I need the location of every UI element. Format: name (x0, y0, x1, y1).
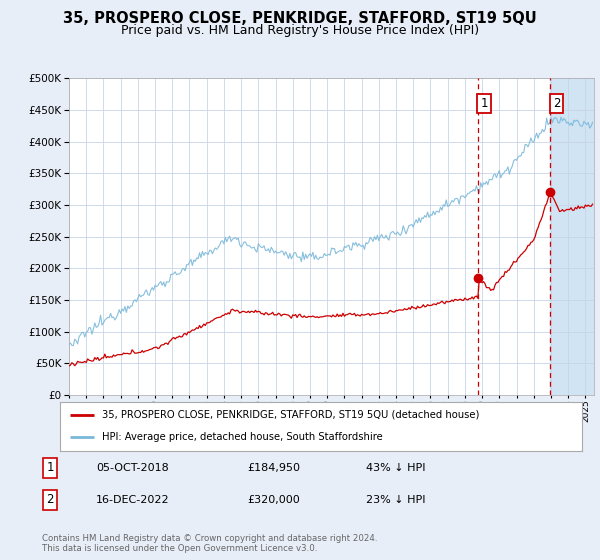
Text: 2: 2 (46, 493, 54, 506)
Text: Price paid vs. HM Land Registry's House Price Index (HPI): Price paid vs. HM Land Registry's House … (121, 24, 479, 36)
Text: 1: 1 (481, 97, 488, 110)
Text: 43% ↓ HPI: 43% ↓ HPI (366, 463, 425, 473)
Text: 2: 2 (553, 97, 560, 110)
Text: 05-OCT-2018: 05-OCT-2018 (96, 463, 169, 473)
Text: £184,950: £184,950 (247, 463, 300, 473)
Text: 1: 1 (46, 461, 54, 474)
Text: 35, PROSPERO CLOSE, PENKRIDGE, STAFFORD, ST19 5QU: 35, PROSPERO CLOSE, PENKRIDGE, STAFFORD,… (63, 11, 537, 26)
Text: 16-DEC-2022: 16-DEC-2022 (96, 495, 170, 505)
Text: 23% ↓ HPI: 23% ↓ HPI (366, 495, 425, 505)
Text: £320,000: £320,000 (247, 495, 300, 505)
Text: HPI: Average price, detached house, South Staffordshire: HPI: Average price, detached house, Sout… (102, 432, 383, 442)
Text: 35, PROSPERO CLOSE, PENKRIDGE, STAFFORD, ST19 5QU (detached house): 35, PROSPERO CLOSE, PENKRIDGE, STAFFORD,… (102, 410, 479, 420)
Text: Contains HM Land Registry data © Crown copyright and database right 2024.
This d: Contains HM Land Registry data © Crown c… (42, 534, 377, 553)
Bar (550, 78, 594, 395)
